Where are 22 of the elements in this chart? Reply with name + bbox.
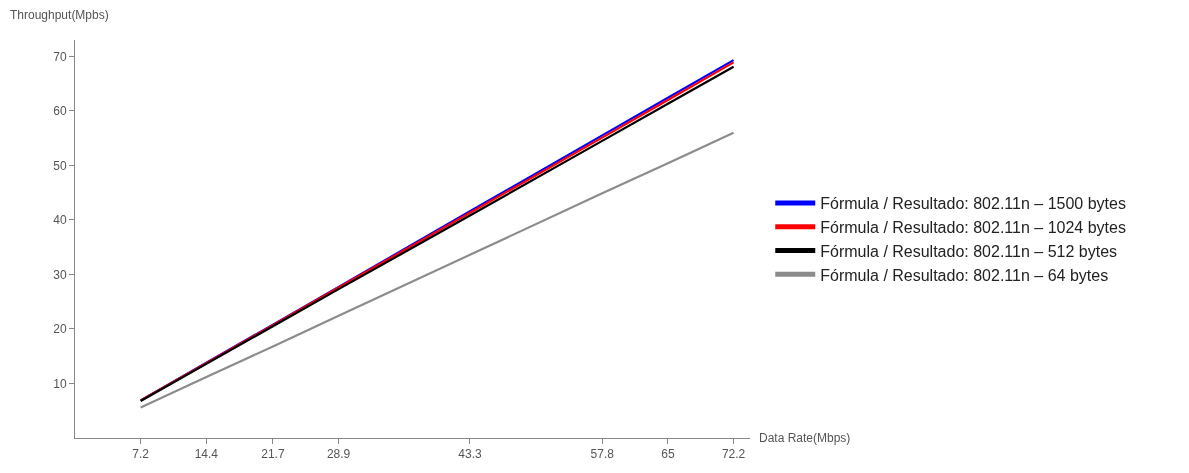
line-series: [139, 131, 735, 409]
x-tick-label: 57.8: [590, 447, 615, 462]
legend-label: Fórmula / Resultado: 802.11n – 512 bytes: [820, 242, 1118, 260]
x-tick-label: 21.7: [261, 447, 285, 462]
y-tick-label: 10: [53, 376, 67, 391]
y-tick-label: 70: [53, 49, 67, 64]
x-axis-title: Data Rate(Mbps): [759, 431, 851, 445]
legend-label: Fórmula / Resultado: 802.11n – 64 bytes: [820, 266, 1109, 284]
legend-label: Fórmula / Resultado: 802.11n – 1024 bytes: [820, 218, 1126, 236]
legend-label: Fórmula / Resultado: 802.11n – 1500 bytes: [820, 195, 1126, 213]
y-axis-title: Throughput(Mpbs): [10, 8, 109, 22]
x-tick-label: 43.3: [458, 447, 482, 462]
x-tick-label: 14.4: [194, 447, 219, 462]
x-tick-label: 28.9: [326, 447, 351, 462]
x-tick-label: 7.2: [132, 447, 150, 462]
y-tick-label: 30: [53, 267, 67, 282]
x-tick-label: 72.2: [721, 447, 746, 462]
y-tick-label: 20: [53, 322, 67, 337]
y-tick-label: 40: [53, 213, 67, 228]
y-tick-label: 50: [53, 158, 67, 173]
y-tick-label: 60: [53, 104, 67, 119]
x-tick-label: 65: [661, 447, 675, 462]
